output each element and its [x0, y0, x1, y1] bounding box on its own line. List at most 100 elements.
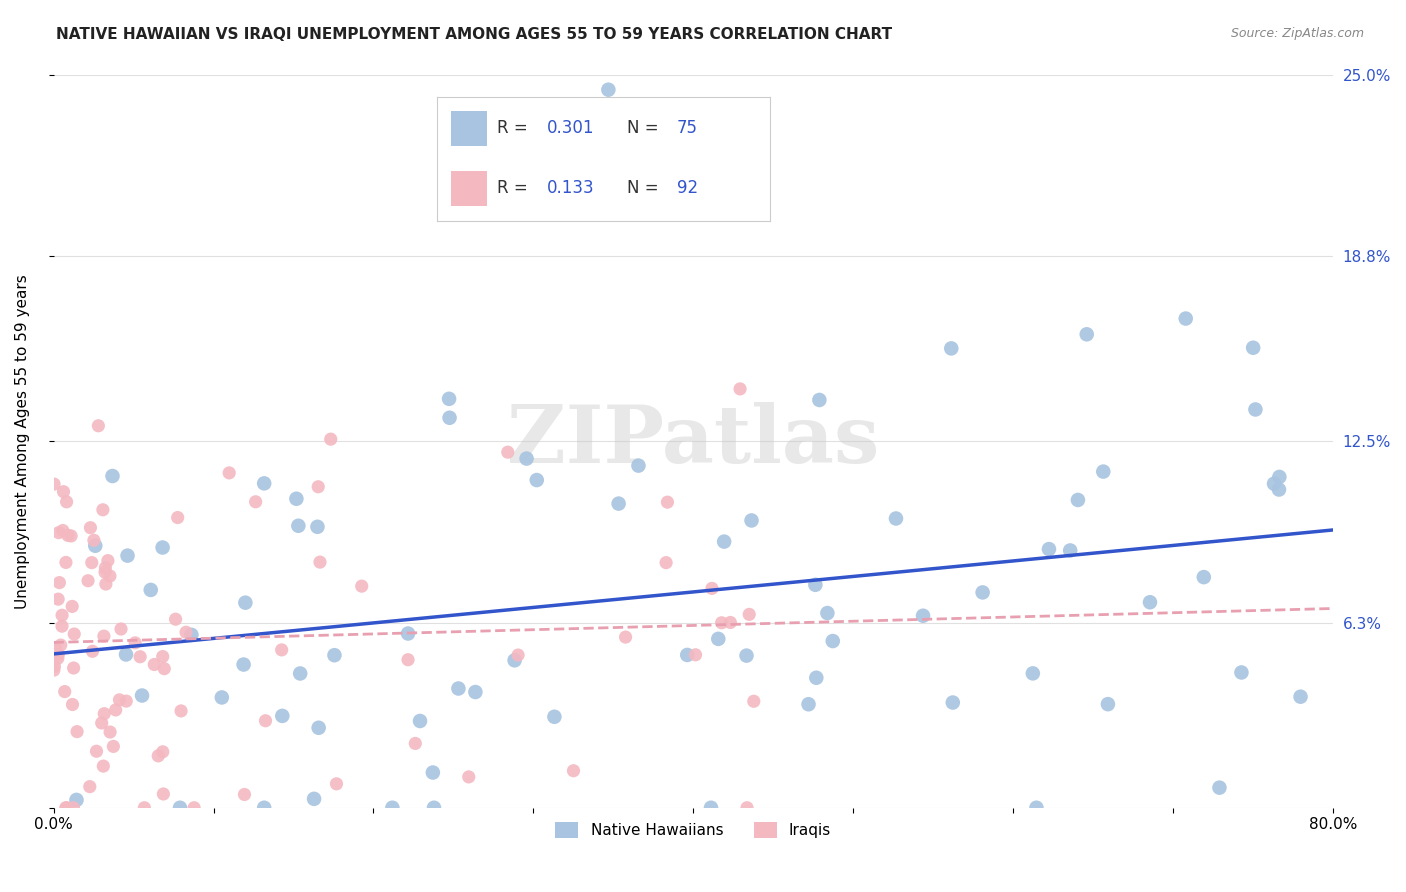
Point	[131, 689, 153, 703]
Point	[42, 477, 65, 491]
Point	[139, 582, 162, 597]
Point	[323, 648, 346, 663]
Point	[319, 432, 342, 446]
Point	[169, 801, 191, 815]
Point	[48, 575, 70, 590]
Point	[271, 709, 294, 723]
Point	[79, 780, 101, 794]
Point	[170, 704, 193, 718]
Point	[124, 636, 146, 650]
Point	[134, 801, 156, 815]
Point	[423, 801, 446, 815]
Point	[912, 608, 935, 623]
Point	[543, 710, 565, 724]
Point	[1022, 666, 1045, 681]
Point	[62, 801, 84, 815]
Point	[707, 632, 730, 646]
Point	[307, 520, 329, 534]
Point	[1067, 492, 1090, 507]
Point	[55, 495, 77, 509]
Point	[83, 533, 105, 548]
Point	[302, 792, 325, 806]
Point	[614, 630, 637, 644]
Point	[808, 392, 831, 407]
Point	[218, 466, 240, 480]
Point	[143, 657, 166, 672]
Point	[598, 83, 620, 97]
Point	[1139, 595, 1161, 609]
Point	[42, 663, 65, 677]
Point	[53, 684, 76, 698]
Point	[700, 582, 723, 596]
Point	[1038, 542, 1060, 557]
Point	[46, 648, 69, 662]
Point	[87, 418, 110, 433]
Point	[710, 615, 733, 630]
Point	[62, 661, 84, 675]
Point	[60, 599, 83, 614]
Point	[437, 392, 460, 406]
Point	[562, 764, 585, 778]
Point	[396, 653, 419, 667]
Point	[1174, 311, 1197, 326]
Point	[232, 657, 254, 672]
Point	[422, 765, 444, 780]
Point	[404, 736, 426, 750]
Point	[735, 648, 758, 663]
Point	[804, 578, 827, 592]
Point	[526, 473, 548, 487]
Text: Source: ZipAtlas.com: Source: ZipAtlas.com	[1230, 27, 1364, 40]
Point	[103, 739, 125, 754]
Point	[972, 585, 994, 599]
Point	[152, 649, 174, 664]
Point	[108, 693, 131, 707]
Point	[153, 662, 176, 676]
Point	[821, 634, 844, 648]
Point	[496, 445, 519, 459]
Point	[94, 561, 117, 575]
Point	[55, 556, 77, 570]
Point	[685, 648, 707, 662]
Point	[183, 801, 205, 815]
Legend: Native Hawaiians, Iraqis: Native Hawaiians, Iraqis	[550, 816, 837, 844]
Point	[98, 725, 121, 739]
Point	[325, 777, 347, 791]
Point	[741, 513, 763, 527]
Point	[815, 606, 838, 620]
Point	[235, 596, 257, 610]
Point	[80, 556, 103, 570]
Point	[1241, 341, 1264, 355]
Point	[439, 410, 461, 425]
Point	[457, 770, 479, 784]
Point	[742, 694, 765, 708]
Point	[884, 511, 907, 525]
Point	[79, 521, 101, 535]
Point	[1025, 801, 1047, 815]
Point	[309, 555, 332, 569]
Point	[308, 721, 330, 735]
Point	[797, 698, 820, 712]
Point	[464, 685, 486, 699]
Point	[49, 638, 72, 652]
Point	[180, 628, 202, 642]
Point	[253, 476, 276, 491]
Point	[1076, 327, 1098, 342]
Point	[503, 653, 526, 667]
Point	[48, 525, 70, 540]
Point	[728, 382, 751, 396]
Point	[52, 524, 75, 538]
Point	[115, 648, 138, 662]
Y-axis label: Unemployment Among Ages 55 to 59 years: Unemployment Among Ages 55 to 59 years	[15, 274, 30, 608]
Point	[1192, 570, 1215, 584]
Point	[713, 534, 735, 549]
Point	[1092, 465, 1115, 479]
Point	[1244, 402, 1267, 417]
Point	[245, 495, 267, 509]
Point	[46, 592, 69, 607]
Point	[738, 607, 761, 622]
Point	[82, 644, 104, 658]
Point	[55, 801, 77, 815]
Point	[253, 801, 276, 815]
Point	[700, 801, 723, 815]
Point	[409, 714, 432, 728]
